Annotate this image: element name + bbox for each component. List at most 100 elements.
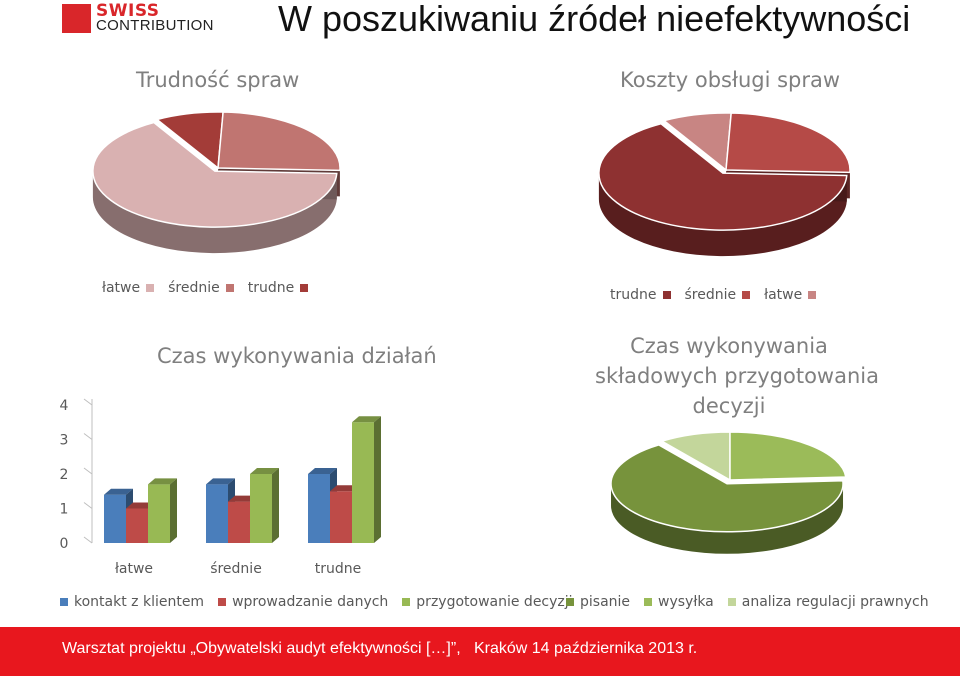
chart4-slice-side-2 [611,483,844,554]
chart4-pie [610,431,847,554]
chart4-legend: pisanie wysyłka analiza regulacji prawnych [560,594,937,610]
chart4-legend-item-1: wysyłka [638,594,714,610]
footer-bar [0,627,960,676]
chart1-legend-item-0: łatwe [102,280,160,296]
chart3-ytick-4: 4 [60,398,69,414]
chart3-legend-label-2: przygotowanie decyzji [416,594,573,610]
chart4-legend-swatch-2 [727,598,736,606]
chart4-legend-swatch-1 [644,598,653,606]
chart2-legend-label-0: trudne [610,287,657,303]
chart3-bar-1-1 [228,501,250,543]
chart1-legend-swatch-0 [146,284,155,292]
logo-text-swiss: SWISS [96,1,160,21]
chart3-legend-swatch-2 [402,598,411,606]
chart3-title: Czas wykonywania działań [157,344,437,368]
chart4-legend-item-2: analiza regulacji prawnych [722,594,929,610]
chart3-legend-swatch-0 [60,598,68,606]
chart3-ytick-mark [83,502,93,509]
chart1-legend-item-1: średnie [168,280,240,296]
chart3-legend-label-0: kontakt z klientem [74,594,205,610]
chart2-legend-swatch-2 [808,291,817,299]
chart4-slice-2 [610,444,844,533]
chart3-category-label-1: średnie [210,561,262,577]
logo-mark-icon [62,4,91,33]
chart3-bar-top-1-1 [228,495,257,502]
chart1-slice-2 [92,121,338,228]
chart2-legend-label-2: łatwe [764,287,803,303]
chart3-bar-0-0 [104,494,126,543]
chart2-legend-label-1: średnie [684,287,737,303]
chart2-legend: trudne średnie łatwe [610,287,830,303]
chart3-legend: kontakt z klientem wprowadzanie danych prz… [54,594,581,610]
chart3-ytick-1: 1 [60,502,69,518]
chart4-title-line2: składowych przygotowania [595,364,879,388]
chart3-ytick-3: 3 [60,433,69,449]
chart3-bar-top-0-2 [148,478,177,485]
chart4-legend-swatch-0 [566,598,574,606]
chart2-pie [598,112,851,257]
chart3-legend-item-2: przygotowanie decyzji [396,594,573,610]
chart3-legend-item-1: wprowadzanie danych [212,594,388,610]
chart3-bars: 0 1 2 3 4 łatwe średnie trudne [60,398,381,577]
chart3-bar-top-0-0 [104,488,133,495]
chart3-bar-top-2-2 [352,416,381,423]
footer-text: Warsztat projektu „Obywatelski audyt efe… [62,640,698,657]
chart3-ytick-2: 2 [60,467,69,483]
chart3-bar-top-2-0 [308,468,337,474]
chart3-ytick-mark [83,536,93,544]
chart3-legend-item-0: kontakt z klientem [54,594,204,610]
chart3-bar-0-2 [148,484,170,543]
chart4-title-line3: decyzji [692,394,766,418]
chart1-slice-side-2 [92,171,337,254]
chart3-legend-swatch-1 [218,598,227,606]
chart3-ytick-0: 0 [60,536,69,552]
chart1-legend-swatch-2 [300,284,309,292]
chart4-legend-label-0: pisanie [580,594,631,610]
chart3-bar-1-0 [206,484,228,543]
chart3-category-label-2: trudne [315,561,362,577]
chart4-slice-0 [659,431,731,482]
chart3-bar-2-1 [330,491,352,543]
chart2-legend-item-0: trudne [610,287,677,303]
chart3-category-label-0: łatwe [115,561,153,577]
chart3-bar-2-0 [308,474,330,543]
chart3-bar-side-2-2 [374,416,381,543]
chart2-legend-swatch-1 [742,291,751,299]
chart2-slice-2 [598,122,848,231]
chart1-legend: łatwe średnie trudne [102,280,322,296]
chart3-bar-top-0-1 [126,502,155,509]
chart1-slice-1 [217,111,341,172]
chart3-bar-side-0-2 [170,478,177,543]
chart4-legend-label-2: analiza regulacji prawnych [741,594,929,610]
chart3-bar-1-2 [250,474,272,543]
chart2-legend-swatch-0 [662,291,671,299]
logo-text-contribution: CONTRIBUTION [96,17,214,34]
chart1-legend-label-1: średnie [168,280,220,296]
chart2-legend-item-1: średnie [685,287,757,303]
chart3-bar-0-1 [126,508,148,543]
chart3-bar-side-1-2 [272,468,279,543]
chart2-title: Koszty obsługi spraw [620,68,841,92]
chart4-legend-label-1: wysyłka [658,594,714,610]
chart1-legend-label-2: trudne [247,280,295,296]
chart4-title-line1: Czas wykonywania [630,334,828,358]
chart1-title: Trudność spraw [136,68,300,92]
chart1-legend-swatch-1 [225,284,234,292]
chart4-slice-1 [729,431,847,481]
chart4-legend-item-0: pisanie [560,594,630,610]
chart3-legend-label-1: wprowadzanie danych [232,594,389,610]
chart2-legend-item-2: łatwe [764,287,822,303]
chart3-bar-top-1-0 [206,478,235,485]
chart2-slice-1 [725,112,851,174]
page-title: W poszukiwaniu źródeł nieefektywności [278,0,911,39]
chart3-ytick-mark [83,398,93,406]
chart1-legend-label-0: łatwe [102,280,141,296]
chart3-bar-top-2-1 [330,485,359,492]
chart1-legend-item-2: trudne [248,280,315,296]
chart1-pie [92,111,341,254]
chart3-bar-top-1-2 [250,468,279,474]
chart2-slice-side-2 [598,173,847,257]
chart3-bar-2-2 [352,422,374,543]
chart3-ytick-mark [83,467,93,475]
chart3-ytick-mark [83,433,93,440]
